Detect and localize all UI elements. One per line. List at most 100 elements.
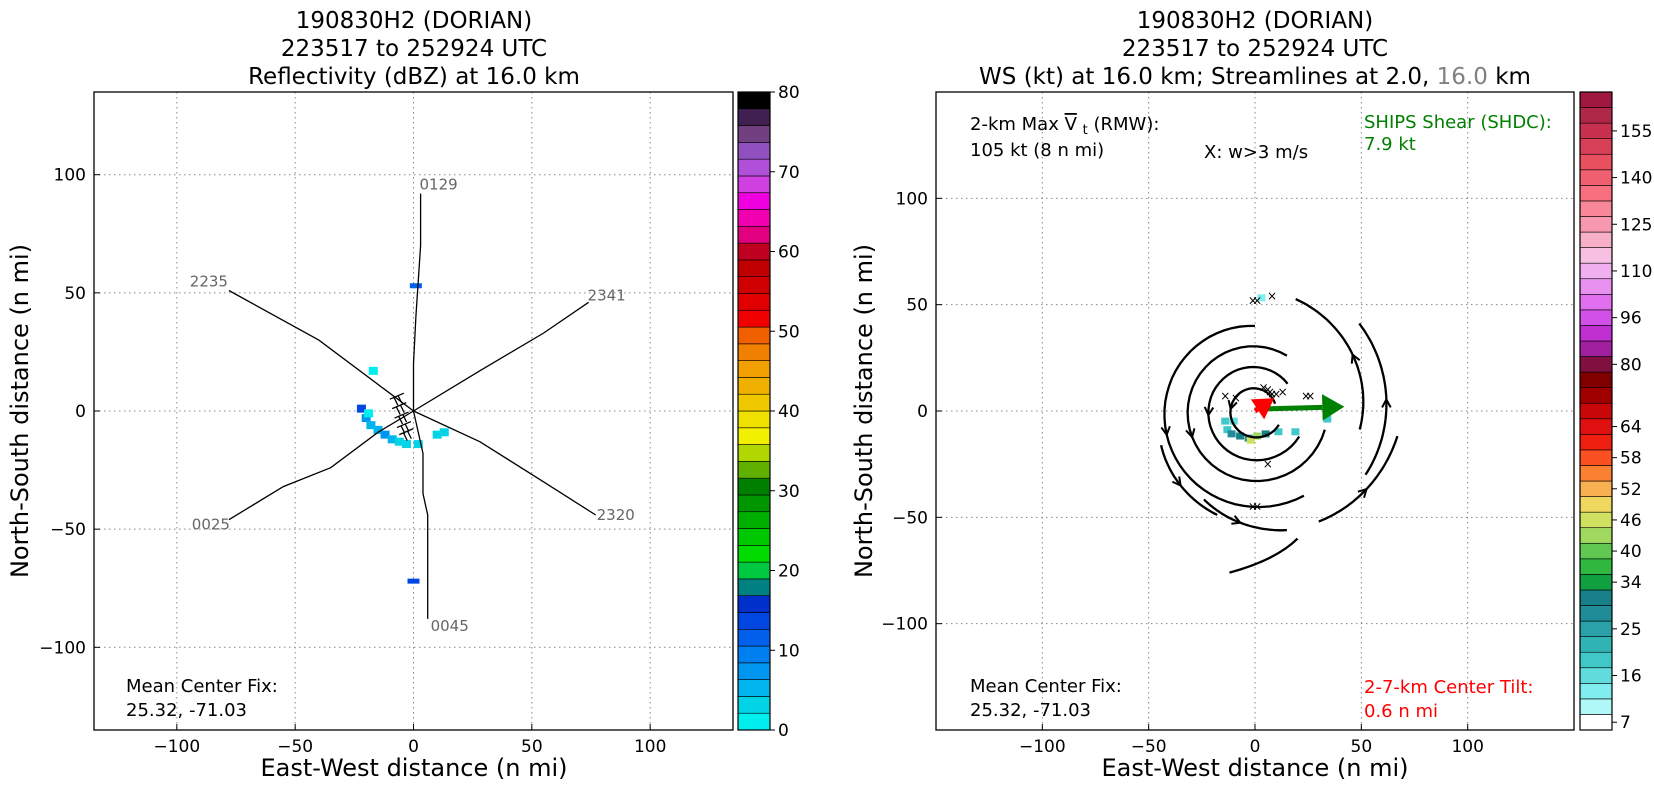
- right-colorbar: 7 16 25 34 40 46 52 58 64 80 96 110 125 140 155: [1579, 91, 1652, 733]
- left-title-line3: Reflectivity (dBZ) at 16.0 km: [248, 64, 580, 90]
- right-title-line3: WS (kt) at 16.0 km; Streamlines at 2.0, …: [979, 64, 1531, 90]
- left-colorbar-label-20: 20: [778, 562, 800, 582]
- left-x-axis-label: East-West distance (n mi): [260, 754, 567, 782]
- left-flight-tracks: 2235 2341 2320 0025 0129 0045: [190, 176, 635, 635]
- streamline-arrow: [1171, 476, 1182, 488]
- updraft-legend: X: w>3 m/s: [1204, 142, 1308, 163]
- right-colorbar-segment: [1579, 434, 1613, 451]
- updraft-mark: ×: [1263, 383, 1273, 397]
- left-xtick-label-50: 50: [521, 737, 543, 757]
- right-y-axis-label: North-South distance (n mi): [850, 244, 878, 578]
- left-colorbar-segment: [737, 343, 771, 361]
- rmw-note-prefix: 2-km Max: [970, 114, 1059, 135]
- right-ytick-label-0: 0: [917, 402, 928, 422]
- streamline: [1207, 365, 1301, 462]
- left-colorbar-segment: [737, 444, 771, 462]
- wind-barb: [394, 411, 409, 425]
- left-ytick-label-50: 50: [64, 284, 86, 304]
- left-tick-labels: −100 −50 0 50 100 −100 −50 0 50 100: [39, 166, 666, 757]
- right-x-axis-label: East-West distance (n mi): [1101, 754, 1408, 782]
- ws-cell: [1227, 430, 1236, 438]
- right-colorbar-segment: [1579, 387, 1613, 404]
- updraft-mark: ×: [1267, 289, 1277, 303]
- right-colorbar-label-46: 46: [1620, 511, 1642, 531]
- left-title-line2: 223517 to 252924 UTC: [281, 36, 547, 62]
- right-colorbar-segment: [1579, 605, 1613, 622]
- updraft-mark: ×: [1271, 387, 1281, 401]
- streamline-arrow: [1350, 352, 1361, 364]
- right-colorbar-segment: [1579, 107, 1613, 124]
- echo-cell: [366, 421, 376, 430]
- right-colorbar-segment: [1579, 542, 1613, 560]
- left-colorbar-segment: [737, 393, 771, 412]
- left-colorbar-segment: [737, 545, 771, 563]
- ws-cell: [1229, 417, 1238, 425]
- right-ws-cells: [1221, 294, 1332, 444]
- left-center-fix-label: Mean Center Fix:: [126, 676, 278, 697]
- right-colorbar-segment: [1579, 340, 1613, 357]
- left-colorbar-segment: [737, 142, 771, 160]
- right-colorbar-segment: [1579, 185, 1613, 202]
- streamline: [1318, 435, 1399, 523]
- updraft-mark: ×: [1258, 381, 1268, 395]
- wind-barb: [389, 392, 405, 406]
- right-title-line1: 190830H2 (DORIAN): [1137, 8, 1374, 34]
- right-colorbar-segment: [1579, 247, 1613, 264]
- right-colorbar-segment: [1579, 200, 1613, 217]
- right-center-fix-label: Mean Center Fix:: [970, 676, 1122, 697]
- updraft-mark: ×: [1220, 389, 1230, 403]
- right-colorbar-frame: [1579, 91, 1613, 731]
- right-title-line3-level: 16.0: [1437, 64, 1488, 90]
- left-xtick-label--50: −50: [277, 737, 313, 757]
- left-colorbar-segment: [737, 91, 771, 110]
- ws-cell: [1246, 436, 1255, 444]
- updraft-mark: ×: [1263, 457, 1273, 471]
- updraft-mark: ×: [1265, 385, 1275, 399]
- echo-cell: [407, 578, 420, 584]
- right-xtick-label-50: 50: [1351, 737, 1373, 757]
- right-ytick-label--100: −100: [881, 615, 928, 635]
- left-colorbar-label-50: 50: [778, 322, 800, 342]
- left-colorbar-label-80: 80: [778, 83, 800, 103]
- echo-cell: [401, 440, 411, 449]
- ws-cell: [1291, 428, 1300, 436]
- wind-barb: [396, 420, 412, 434]
- right-colorbar-segment: [1579, 122, 1613, 139]
- left-colorbar-segment: [737, 662, 771, 680]
- left-title-line1: 190830H2 (DORIAN): [296, 8, 533, 34]
- right-colorbar-label-64: 64: [1620, 418, 1642, 438]
- tilt-note-line2: 0.6 n mi: [1364, 701, 1438, 722]
- right-colorbar-segment: [1579, 620, 1613, 637]
- echo-cell: [356, 404, 366, 413]
- right-center-fix-value: 25.32, -71.03: [970, 700, 1091, 721]
- left-colorbar-label-60: 60: [778, 243, 800, 263]
- right-colorbar-segment: [1579, 636, 1613, 653]
- left-colorbar-segment: [737, 309, 771, 328]
- right-colorbar-segment: [1579, 325, 1613, 342]
- echo-cell: [409, 283, 422, 289]
- ws-cell: [1221, 417, 1230, 425]
- right-colorbar-label-155: 155: [1620, 122, 1652, 142]
- streamline-arrow: [1357, 487, 1368, 499]
- left-colorbar-segment: [737, 377, 771, 395]
- tilt-note-line1: 2-7-km Center Tilt:: [1364, 677, 1533, 698]
- right-colorbar-segment: [1579, 153, 1613, 171]
- shear-note-line1: SHIPS Shear (SHDC):: [1364, 112, 1552, 133]
- right-colorbar-segment: [1579, 402, 1613, 420]
- left-colorbar-segment: [737, 209, 771, 227]
- right-colorbar-segment: [1579, 231, 1613, 248]
- left-echo-cells: [356, 283, 449, 584]
- right-xtick-label--100: −100: [1019, 737, 1066, 757]
- left-colorbar-segment: [737, 494, 771, 513]
- right-colorbar-segment: [1579, 496, 1613, 513]
- left-colorbar-segment: [737, 158, 771, 177]
- right-vectors: [1250, 394, 1345, 421]
- right-colorbar-segment: [1579, 449, 1613, 466]
- flight-track-label-2235: 2235: [190, 272, 228, 290]
- left-colorbar-segment: [737, 259, 771, 277]
- right-streamlines: [1159, 298, 1399, 574]
- right-xtick-label--50: −50: [1131, 737, 1167, 757]
- flight-track-0045: [412, 410, 429, 619]
- left-colorbar-segment: [737, 427, 771, 445]
